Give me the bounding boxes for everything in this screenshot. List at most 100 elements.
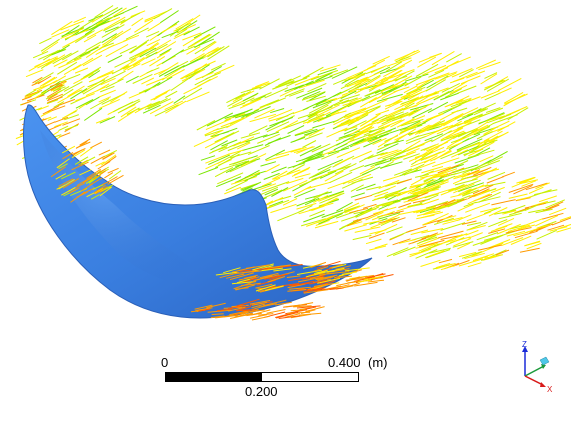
velocity-vector [74,156,89,165]
velocity-vector [480,73,498,85]
velocity-vector [302,155,325,163]
velocity-vector [245,264,270,269]
velocity-vector [43,50,59,61]
velocity-vector [385,107,404,117]
velocity-vector [131,17,144,27]
velocity-vector [434,90,450,100]
velocity-vector [219,272,240,279]
velocity-vector [428,166,451,174]
velocity-vector [419,173,440,179]
velocity-vector [254,274,280,281]
scale-mid-label: 0.200 [245,384,278,399]
velocity-vector [47,116,57,121]
velocity-vector [376,143,399,154]
velocity-vector [534,189,558,196]
velocity-vector [467,188,490,200]
velocity-vector [314,220,339,229]
velocity-vector [303,90,321,100]
velocity-vector [240,153,267,167]
velocity-vector [309,209,325,217]
velocity-vector [293,185,312,196]
velocity-vector [369,245,387,251]
velocity-vector [142,42,159,54]
velocity-vector [243,309,257,312]
velocity-vector [415,243,435,249]
velocity-vector [190,33,212,48]
velocity-vector [271,187,289,197]
velocity-vector [483,234,505,241]
velocity-vector [270,203,297,214]
velocity-vector [267,134,291,144]
velocity-vector [501,171,515,178]
velocity-vector [37,75,52,85]
velocity-vector [111,65,129,75]
velocity-vector [108,170,122,180]
velocity-vector [445,130,465,139]
velocity-vector [471,167,498,181]
velocity-vector [505,227,532,234]
velocity-vector [227,141,251,152]
velocity-vector [233,280,257,290]
velocity-vector [341,271,357,275]
velocity-vector [282,198,298,206]
velocity-vector [223,267,241,274]
velocity-vector [466,222,482,226]
velocity-vector [242,92,259,102]
velocity-vector [352,150,372,160]
velocity-vector [354,194,373,201]
velocity-vector [134,103,152,114]
velocity-vectors-back [15,5,571,271]
velocity-vector [418,242,439,252]
velocity-vector [396,120,409,128]
velocity-vector [433,199,456,210]
velocity-vector [379,127,407,137]
velocity-vector [329,263,347,270]
velocity-vector [483,79,504,91]
velocity-vector [390,119,405,128]
velocity-vector [370,156,393,168]
velocity-vector [375,199,399,207]
velocity-vector [261,181,290,192]
velocity-vector [100,77,116,86]
velocity-vector [414,154,436,163]
velocity-vector [394,49,419,61]
velocity-vector [96,69,114,79]
velocity-vector [79,138,91,146]
velocity-vector [85,44,106,59]
velocity-vector [58,125,69,132]
velocity-vector [293,302,314,307]
velocity-vector [321,151,340,160]
velocity-vector [335,265,351,270]
velocity-vector [367,129,386,137]
velocity-vector [63,64,82,76]
velocity-vector [236,142,251,150]
velocity-vector [403,198,419,203]
velocity-vector [164,64,185,77]
axis-triad[interactable]: Z X [512,340,562,396]
velocity-vector [306,287,323,291]
blade-surface [23,104,373,319]
velocity-vector [452,241,474,248]
velocity-vector [381,86,397,95]
velocity-vector [371,188,390,196]
velocity-vector [354,226,381,233]
velocity-vector [166,69,185,80]
velocity-vector [182,87,203,100]
velocity-vector [451,149,469,158]
velocity-vector [259,99,280,108]
velocity-vector [334,157,350,166]
velocity-vector [315,104,340,117]
velocity-vector [32,50,49,59]
velocity-vector [534,215,559,227]
velocity-vector [307,82,327,93]
velocity-vector [79,147,93,157]
velocity-vector [426,249,451,259]
velocity-vector [444,217,463,223]
velocity-vector [408,124,430,137]
velocity-vector [454,154,480,164]
velocity-vector [464,252,485,260]
velocity-vector [40,80,61,94]
velocity-vector [504,204,526,214]
velocity-vector [454,179,481,191]
